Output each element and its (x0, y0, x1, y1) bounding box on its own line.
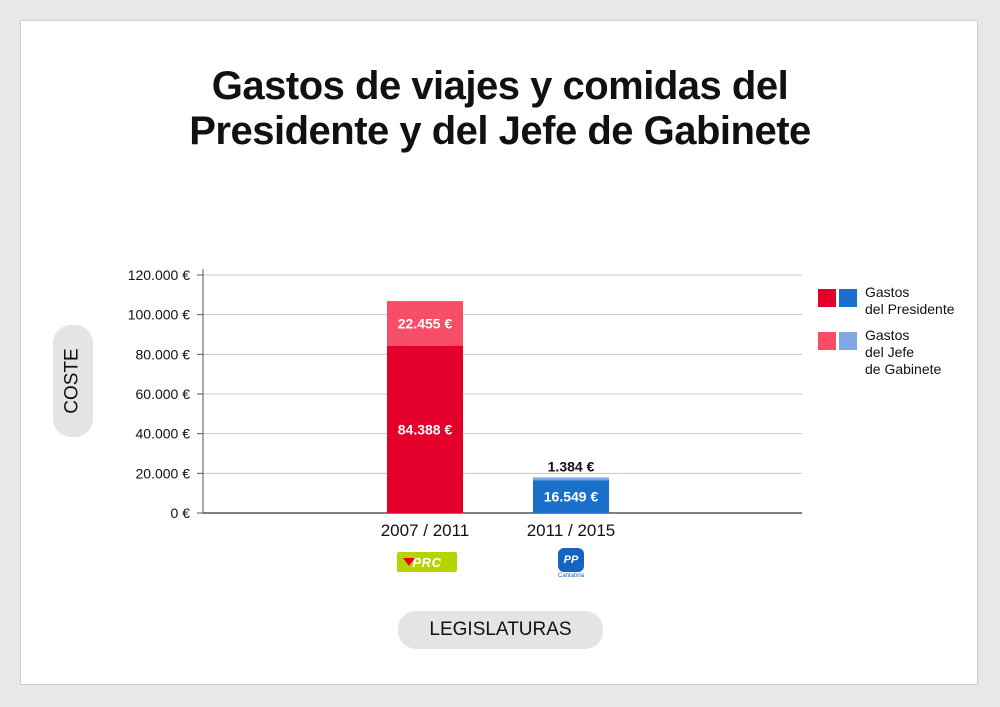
y-axis-label-pill: COSTE (53, 325, 93, 437)
legend-item-jefe-gabinete: Gastos del Jefe de Gabinete (818, 327, 941, 378)
bar-presidente (533, 480, 609, 513)
legend-swatch-blue (839, 289, 857, 307)
x-axis-label-pill: LEGISLATURAS (398, 611, 603, 649)
legend-label-jefe-gabinete: Gastos del Jefe de Gabinete (865, 327, 942, 377)
legend-swatches (818, 332, 857, 350)
legend-item-presidente: Gastos del Presidente (818, 284, 955, 318)
y-axis-label: COSTE (62, 348, 84, 414)
bar-presidente (387, 345, 463, 513)
bar-value-label: 16.549 € (544, 489, 599, 505)
chart-title-line-1: Gastos de viajes y comidas del (211, 64, 789, 108)
chart-card (20, 20, 978, 685)
legend-swatch-red (818, 289, 836, 307)
y-tick-label: 60.000 € (136, 386, 191, 402)
pp-logo-subtext: Cantabria (557, 573, 584, 579)
y-tick-label: 0 € (171, 505, 191, 521)
bar-value-label: 84.388 € (398, 421, 453, 437)
bar-value-label: 1.384 € (548, 458, 595, 474)
legend-swatch-light-blue (839, 332, 857, 350)
pp-logo: PP Cantabria (554, 548, 588, 580)
y-tick-label: 100.000 € (128, 307, 190, 323)
bar-jefe-gabinete (533, 477, 609, 481)
bar-jefe-gabinete (387, 301, 463, 346)
chart-title-line-2: Presidente y del Jefe de Gabinete (189, 109, 811, 153)
x-category-label: 2011 / 2015 (527, 521, 616, 540)
legend-label-presidente: Gastos del Presidente (865, 284, 955, 317)
prc-logo-mark-icon (403, 558, 415, 566)
y-tick-label: 40.000 € (136, 426, 191, 442)
legend-swatches (818, 289, 857, 307)
chart-title: Gastos de viajes y comidas del President… (0, 64, 1000, 154)
y-tick-label: 20.000 € (136, 465, 191, 481)
prc-logo-text: PRC (412, 554, 442, 570)
pp-logo-text: PP (563, 554, 579, 566)
bar-value-label: 22.455 € (398, 315, 453, 331)
legend-swatch-light-red (818, 332, 836, 350)
y-tick-label: 120.000 € (128, 267, 190, 283)
x-category-label: 2007 / 2011 (381, 521, 470, 540)
pp-logo-badge-icon: PP (558, 548, 584, 572)
x-axis-label: LEGISLATURAS (429, 619, 572, 640)
prc-logo: PRC (397, 552, 457, 572)
y-tick-label: 80.000 € (136, 346, 191, 362)
